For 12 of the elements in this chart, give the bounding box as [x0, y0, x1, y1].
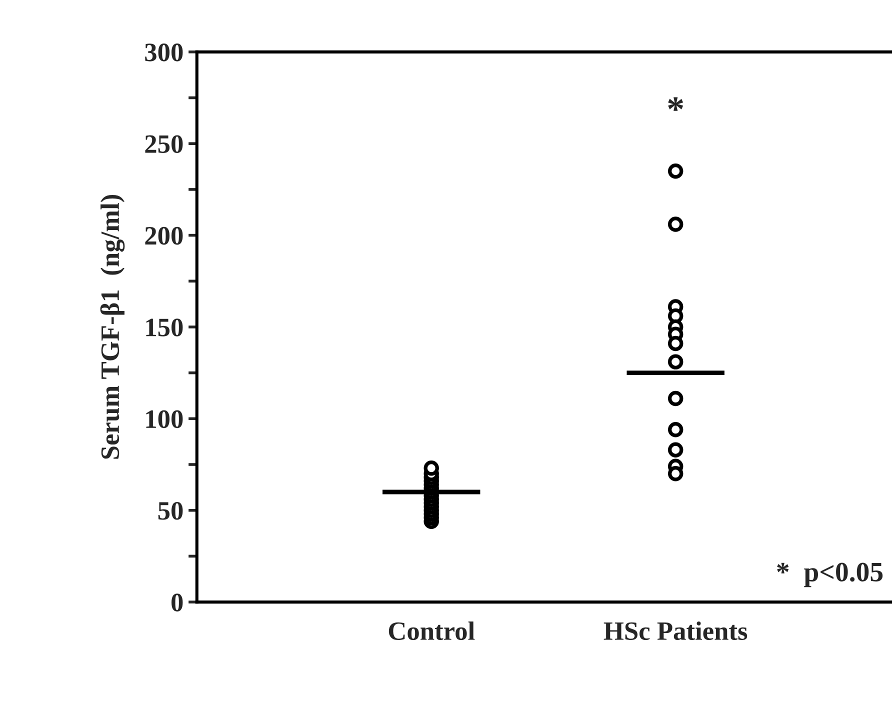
y-tick-label: 200 — [145, 226, 183, 245]
y-tick-label: 50 — [158, 502, 183, 520]
y-tick-label: 100 — [146, 410, 183, 428]
y-tick-label: 0 — [172, 594, 183, 612]
annotation: * p<0.05 — [777, 562, 883, 588]
y-axis-title: Serum TGF-β1 (ng/ml) — [100, 194, 125, 459]
x-tick-label: Control — [388, 621, 475, 640]
y-tick-label: 150 — [146, 318, 183, 336]
y-tick-label: 250 — [145, 135, 183, 154]
y-tick-label: 300 — [145, 44, 183, 62]
x-tick-label: HSc Patients — [604, 621, 748, 640]
annotation: * — [668, 97, 684, 111]
